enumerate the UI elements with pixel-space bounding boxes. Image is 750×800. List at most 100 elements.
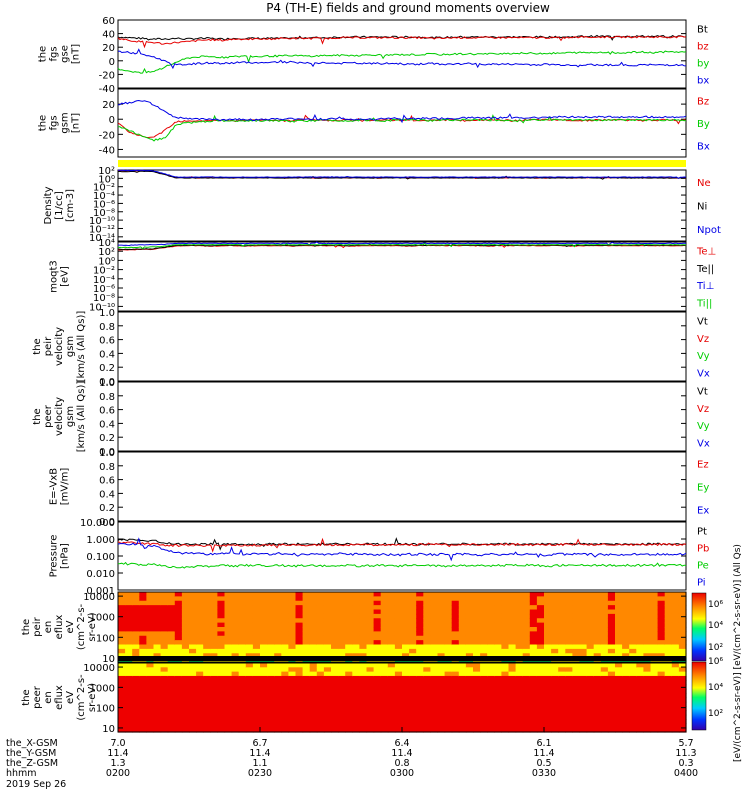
y-tick-label: 10⁻⁸ bbox=[93, 293, 115, 304]
spectrogram-cell bbox=[629, 706, 637, 712]
spectrogram-cell bbox=[132, 680, 140, 686]
panel-frame bbox=[117, 451, 687, 522]
spectrogram-cell bbox=[416, 667, 424, 673]
spectrogram-cell bbox=[146, 622, 155, 628]
spectrogram-cell bbox=[650, 688, 659, 694]
spectrogram-cell bbox=[373, 596, 382, 602]
spectrogram-cell bbox=[316, 609, 325, 615]
spectrogram-cell bbox=[451, 648, 460, 654]
y-axis-label: [mV/m] bbox=[60, 468, 71, 506]
spectrogram-cell bbox=[473, 723, 481, 729]
spectrogram-cell bbox=[437, 605, 446, 611]
spectrogram-cell bbox=[544, 701, 552, 707]
y-axis-label: peir bbox=[43, 336, 54, 356]
spectrogram-cell bbox=[487, 627, 495, 632]
y-tick-label: 0 bbox=[109, 115, 115, 126]
y-axis-label: (cm^2-s- bbox=[76, 674, 87, 721]
y-tick-label: -40 bbox=[99, 145, 115, 156]
spectrogram-cell bbox=[508, 727, 517, 733]
spectrogram-cell bbox=[366, 675, 375, 681]
spectrogram-cell bbox=[210, 727, 218, 733]
spectrogram-cell bbox=[295, 640, 304, 646]
spectrogram-cell bbox=[515, 706, 524, 712]
spectrogram-cell bbox=[366, 706, 375, 712]
spectrogram-cell bbox=[664, 618, 673, 624]
spectrogram-cell bbox=[529, 710, 538, 716]
spectrogram-cell bbox=[295, 600, 304, 606]
spectrogram-cell bbox=[302, 667, 311, 673]
spectrogram-cell bbox=[387, 627, 396, 632]
spectrogram-cell bbox=[671, 697, 680, 703]
spectrogram-cell bbox=[558, 613, 566, 619]
spectrogram-cell bbox=[636, 710, 644, 716]
spectrogram-cell bbox=[281, 706, 289, 712]
y-tick-label: 100 bbox=[96, 633, 115, 644]
spectrogram-cell bbox=[501, 653, 510, 659]
spectrogram-cell bbox=[444, 719, 453, 724]
spectrogram-cell bbox=[153, 688, 162, 694]
spectrogram-cell bbox=[217, 640, 226, 646]
legend-Ey: Ey bbox=[697, 483, 709, 494]
spectrogram-cell bbox=[678, 719, 687, 724]
spectrogram-cell bbox=[629, 710, 637, 716]
spectrogram-cell bbox=[664, 596, 673, 602]
legend-Vy: Vy bbox=[697, 351, 710, 362]
spectrogram-cell bbox=[189, 622, 197, 628]
spectrogram-cell bbox=[167, 684, 176, 690]
spectrogram-cell bbox=[487, 592, 495, 597]
spectrogram-cell bbox=[146, 675, 155, 681]
spectrogram-cell bbox=[118, 723, 126, 729]
spectrogram-cell bbox=[572, 600, 581, 606]
spectrogram-cell bbox=[167, 688, 176, 694]
spectrogram-cell bbox=[409, 693, 417, 699]
spectrogram-cell bbox=[451, 684, 460, 690]
spectrogram-cell bbox=[210, 600, 218, 606]
spectrogram-cell bbox=[125, 592, 133, 597]
spectrogram-cell bbox=[196, 710, 204, 716]
spectrogram-cell bbox=[323, 627, 332, 632]
spectrogram-cell bbox=[657, 671, 666, 677]
spectrogram-cell bbox=[522, 648, 531, 654]
spectrogram-cell bbox=[501, 706, 510, 712]
y-axis-label: sr-eV) bbox=[87, 612, 98, 641]
spectrogram-cell bbox=[132, 653, 140, 659]
spectrogram-cell bbox=[252, 675, 261, 681]
spectrogram-cell bbox=[288, 688, 297, 694]
spectrogram-cell bbox=[607, 592, 616, 597]
spectrogram-cell bbox=[373, 688, 382, 694]
legend-Ti||: Ti|| bbox=[696, 298, 712, 309]
spectrogram-cell bbox=[678, 723, 687, 729]
spectrogram-cell bbox=[132, 667, 140, 673]
spectrogram-cell bbox=[373, 627, 382, 632]
spectrogram-cell bbox=[515, 688, 524, 694]
spectrogram-cell bbox=[267, 714, 275, 720]
spectrogram-cell bbox=[458, 688, 467, 694]
spectrogram-cell bbox=[487, 605, 495, 611]
spectrogram-cell bbox=[146, 644, 155, 650]
spectrogram-cell bbox=[607, 600, 616, 606]
spectrogram-cell bbox=[451, 719, 460, 724]
spectrogram-cell bbox=[288, 671, 297, 677]
spectrogram-cell bbox=[607, 627, 616, 632]
spectrogram-cell bbox=[281, 667, 289, 673]
spectrogram-cell bbox=[529, 648, 538, 654]
spectrogram-cell bbox=[558, 671, 566, 677]
spectrogram-cell bbox=[579, 706, 588, 712]
spectrogram-cell bbox=[622, 671, 630, 677]
spectrogram-cell bbox=[302, 663, 311, 668]
spectrogram-cell bbox=[593, 640, 602, 646]
spectrogram-cell bbox=[210, 671, 218, 677]
spectrogram-cell bbox=[217, 622, 226, 628]
spectrogram-cell bbox=[558, 600, 566, 606]
spectrogram-cell bbox=[196, 640, 204, 646]
spectrogram-cell bbox=[607, 644, 616, 650]
spectrogram-cell bbox=[181, 592, 190, 597]
spectrogram-cell bbox=[593, 727, 602, 733]
spectrogram-cell bbox=[579, 648, 588, 654]
spectrogram-cell bbox=[402, 727, 410, 733]
spectrogram-cell bbox=[331, 727, 339, 733]
spectrogram-cell bbox=[281, 697, 289, 703]
spectrogram-cell bbox=[458, 648, 467, 654]
spectrogram-cell bbox=[522, 592, 531, 597]
